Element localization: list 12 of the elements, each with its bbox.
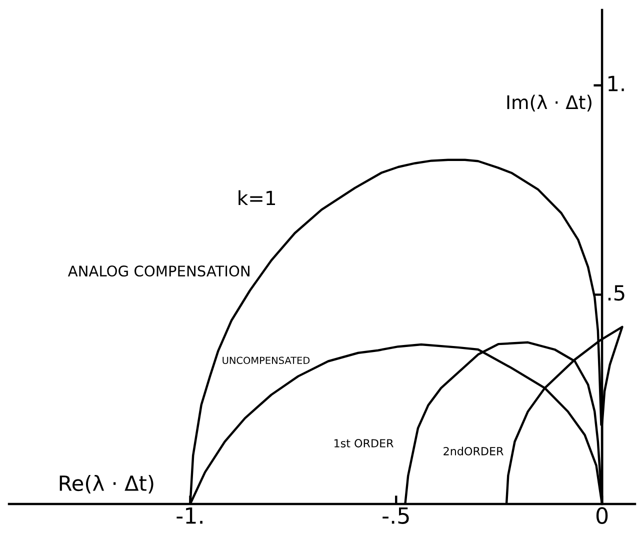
x-tick-label: 0 (596, 507, 608, 524)
series-label: ANALOG COMPENSATION (68, 266, 250, 277)
annotation: k=1 (238, 190, 275, 206)
series-label: 2ndORDER (444, 446, 504, 456)
series-label: 1st ORDER (334, 439, 394, 448)
x-axis-title: Re(λ · Δt) (60, 474, 154, 494)
series-label: UNCOMPENSATED (222, 356, 310, 364)
y-tick-label: 1. (608, 76, 624, 92)
y-axis-title: Im(λ · Δt) (507, 94, 592, 112)
x-tick-label: -.5 (382, 507, 409, 524)
y-tick-label: .5 (608, 285, 624, 301)
x-tick-label: -1. (176, 507, 202, 524)
